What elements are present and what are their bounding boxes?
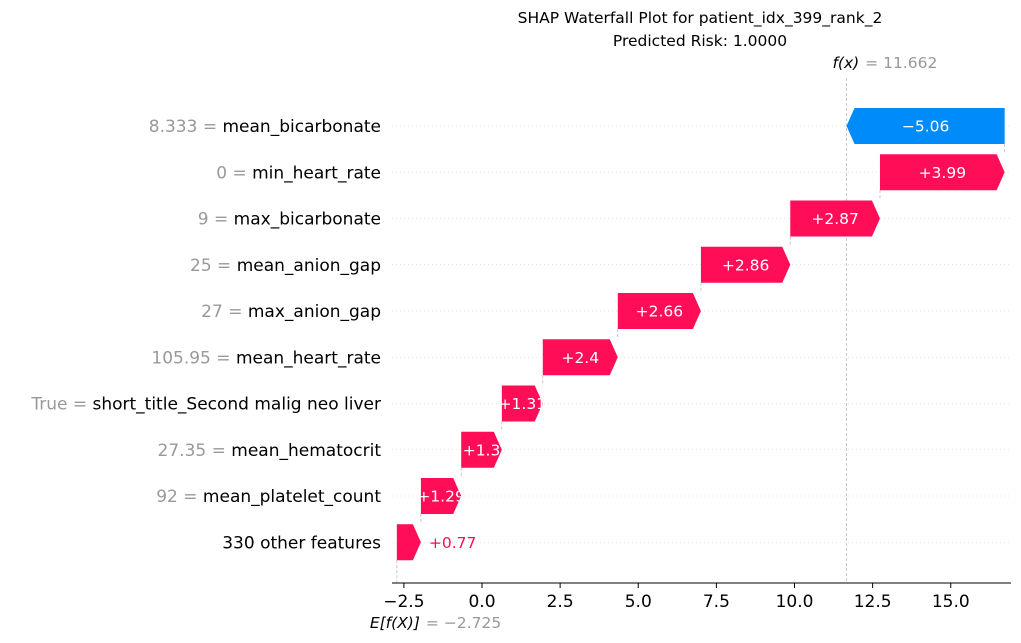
fx-name: f(x) — [832, 54, 859, 72]
expected-value-label: E[f(X)] = −2.725 — [370, 614, 501, 632]
feature-label: True = short_title_Second malig neo live… — [30, 395, 381, 415]
x-tick-label: 5.0 — [625, 592, 652, 612]
feature-name: mean_bicarbonate — [223, 117, 382, 137]
feature-label: 8.333 = mean_bicarbonate — [149, 117, 381, 137]
expected-value-annotation: E[f(X)] = −2.725 — [370, 614, 501, 632]
x-tick-label: 0.0 — [468, 592, 495, 612]
bar-value-label: −5.06 — [902, 118, 950, 136]
expected-value-value: = −2.725 — [426, 614, 501, 632]
bar-value-label: +2.66 — [636, 303, 684, 321]
feature-name: mean_platelet_count — [203, 487, 381, 507]
feature-name: mean_heart_rate — [236, 348, 381, 368]
waterfall-bar — [542, 339, 618, 376]
feature-name: max_anion_gap — [248, 302, 381, 322]
waterfall-bar — [846, 108, 1005, 144]
x-axis: −2.5 0.0 2.5 5.0 7.5 10.0 12.5 15.0 — [383, 582, 1011, 612]
feature-labels: 8.333 = mean_bicarbonate 0 = min_heart_ra… — [30, 117, 381, 553]
fx-value: = 11.662 — [865, 54, 937, 72]
feature-name: mean_hematocrit — [231, 441, 381, 461]
bars-group: −5.06 +3.99 +2.87 +2.86 +2.66 +2.4 +1.31 +1.3 +1… — [396, 108, 1005, 561]
feature-label: 25 = mean_anion_gap — [190, 256, 381, 276]
expected-value-name: E[f(X)] — [370, 614, 420, 632]
feature-label: 92 = mean_platelet_count — [156, 487, 381, 507]
feature-name: 330 other features — [222, 533, 381, 553]
x-tick-label: 2.5 — [547, 592, 574, 612]
bar-value-label: +1.3 — [463, 441, 501, 459]
feature-value: 105.95 = — [151, 348, 236, 368]
x-tick-label: 7.5 — [703, 592, 730, 612]
waterfall-bar — [879, 154, 1005, 191]
feature-value: 8.333 = — [149, 117, 223, 137]
feature-label: 330 other features — [222, 533, 381, 553]
x-tick-label: 10.0 — [776, 592, 814, 612]
feature-value: 27 = — [201, 302, 248, 322]
waterfall-bar — [790, 200, 880, 237]
bar-value-label: +2.86 — [722, 256, 770, 274]
x-tick-label: 12.5 — [854, 592, 892, 612]
connector-lines — [396, 78, 1006, 583]
feature-label: 27.35 = mean_hematocrit — [158, 441, 382, 461]
bar-value-label: +2.87 — [811, 210, 859, 228]
feature-value: True = — [30, 395, 92, 415]
feature-name: max_bicarbonate — [234, 210, 381, 230]
x-tick-label: 15.0 — [932, 592, 970, 612]
x-tick-label: −2.5 — [383, 592, 424, 612]
waterfall-bar — [501, 385, 543, 422]
waterfall-bar — [700, 246, 791, 283]
chart-title-line2: Predicted Risk: 1.0000 — [613, 32, 787, 50]
feature-name: short_title_Second malig neo liver — [92, 395, 381, 415]
feature-name: mean_anion_gap — [237, 256, 381, 276]
bar-value-label: +3.99 — [919, 164, 967, 182]
bar-value-label: +1.29 — [417, 488, 465, 506]
fx-label: f(x) = 11.662 — [832, 54, 937, 72]
feature-value: 25 = — [190, 256, 237, 276]
feature-label: 9 = max_bicarbonate — [198, 210, 381, 230]
feature-name: min_heart_rate — [252, 163, 381, 183]
waterfall-bar — [396, 524, 421, 561]
feature-value: 0 = — [216, 163, 252, 183]
waterfall-bar — [420, 478, 462, 514]
feature-label: 105.95 = mean_heart_rate — [151, 348, 381, 368]
feature-value: 27.35 = — [158, 441, 232, 461]
feature-label: 0 = min_heart_rate — [216, 163, 381, 183]
feature-label: 27 = max_anion_gap — [201, 302, 381, 322]
bar-value-label: +2.4 — [561, 349, 599, 367]
chart-title-line1: SHAP Waterfall Plot for patient_idx_399_… — [518, 9, 883, 28]
bar-value-label: +0.77 — [429, 534, 477, 552]
waterfall-bar — [617, 293, 701, 329]
bar-value-label: +1.31 — [499, 395, 547, 413]
feature-value: 9 = — [198, 210, 234, 230]
feature-value: 92 = — [156, 487, 203, 507]
fx-annotation: f(x) = 11.662 — [832, 54, 937, 72]
waterfall-bar — [461, 431, 502, 468]
